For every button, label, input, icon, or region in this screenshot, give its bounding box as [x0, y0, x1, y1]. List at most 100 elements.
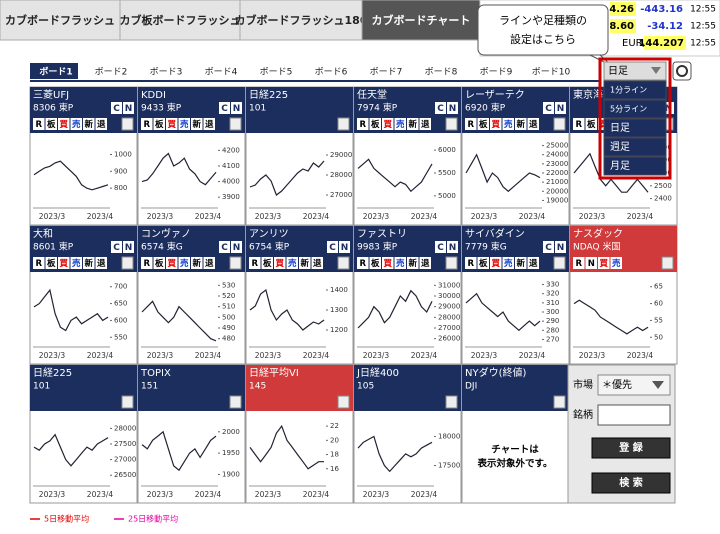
trade-button[interactable]: [153, 257, 166, 269]
delete-icon[interactable]: [661, 256, 674, 270]
flag[interactable]: C: [221, 104, 228, 114]
trade-button[interactable]: [502, 118, 515, 130]
trade-button-label[interactable]: 新: [192, 119, 201, 130]
trade-button[interactable]: [465, 257, 477, 269]
trade-button[interactable]: [573, 257, 585, 269]
flag-box[interactable]: [231, 241, 242, 253]
trade-button[interactable]: [274, 257, 286, 269]
trade-button-label[interactable]: R: [575, 259, 582, 269]
delete-icon[interactable]: [553, 256, 566, 270]
delete-icon[interactable]: [229, 256, 242, 270]
flag[interactable]: N: [233, 243, 241, 253]
delete-icon[interactable]: [445, 117, 458, 131]
board-tab[interactable]: ボード5: [260, 67, 293, 78]
flag[interactable]: C: [113, 104, 120, 114]
trade-button[interactable]: [249, 257, 261, 269]
flag-box[interactable]: [435, 102, 446, 114]
tab-label[interactable]: カブボードチャート: [372, 13, 471, 27]
trade-button-label[interactable]: R: [575, 120, 582, 130]
trade-button[interactable]: [515, 118, 527, 130]
trade-button[interactable]: [261, 257, 274, 269]
flag[interactable]: C: [437, 104, 444, 114]
trade-button[interactable]: [178, 118, 191, 130]
trade-button-label[interactable]: 板: [47, 119, 56, 130]
delete-icon[interactable]: [121, 117, 134, 131]
flag[interactable]: N: [449, 243, 457, 253]
trade-button-label[interactable]: 売: [503, 119, 513, 130]
trade-button-label[interactable]: 売: [503, 258, 513, 269]
trade-button-label[interactable]: 売: [395, 258, 405, 269]
trade-button-label[interactable]: R: [143, 259, 150, 269]
trade-button-label[interactable]: 板: [371, 119, 380, 130]
tab[interactable]: [361, 0, 481, 41]
flag-box[interactable]: [555, 102, 566, 114]
trade-button[interactable]: [419, 118, 432, 130]
trade-button[interactable]: [286, 257, 299, 269]
flag-box[interactable]: [231, 102, 242, 114]
trade-button[interactable]: [490, 257, 502, 269]
trade-button-label[interactable]: 退: [97, 258, 106, 269]
stock-name[interactable]: 大和: [33, 227, 53, 240]
trade-button-label[interactable]: R: [467, 120, 474, 130]
dropdown-option[interactable]: [603, 80, 667, 100]
stock-name[interactable]: コンヴァノ: [141, 227, 191, 240]
trade-button[interactable]: [191, 257, 203, 269]
trade-button-label[interactable]: 新: [408, 119, 417, 130]
tab-label[interactable]: カブボードフラッシュ180: [235, 13, 368, 27]
trade-button-label[interactable]: 退: [529, 258, 538, 269]
trade-button-label[interactable]: 退: [421, 258, 430, 269]
flag-box[interactable]: [555, 241, 566, 253]
delete-icon[interactable]: [337, 256, 350, 270]
stock-name[interactable]: 日経225: [33, 366, 72, 379]
trade-button[interactable]: [527, 118, 540, 130]
trade-button-label[interactable]: 新: [300, 258, 309, 269]
flag[interactable]: C: [545, 104, 552, 114]
trade-button[interactable]: [477, 257, 490, 269]
stock-name[interactable]: アンリツ: [249, 229, 289, 240]
trade-button[interactable]: [477, 118, 490, 130]
trade-button-label[interactable]: 退: [529, 119, 538, 130]
delete-icon[interactable]: [121, 256, 134, 270]
trade-button-label[interactable]: 板: [371, 258, 380, 269]
trade-button-label[interactable]: 買: [167, 258, 176, 269]
trade-button[interactable]: [382, 257, 394, 269]
delete-icon[interactable]: [445, 395, 458, 409]
trade-button-label[interactable]: 買: [275, 258, 284, 269]
trade-button-label[interactable]: 退: [205, 258, 214, 269]
trade-button-label[interactable]: 売: [71, 119, 81, 130]
trade-button[interactable]: [610, 257, 623, 269]
stock-name[interactable]: 任天堂: [357, 88, 387, 101]
delete-icon[interactable]: [445, 256, 458, 270]
trade-button[interactable]: [502, 257, 515, 269]
tab[interactable]: [119, 0, 241, 41]
stock-name[interactable]: サイバダイン: [465, 227, 525, 240]
delete-icon[interactable]: [229, 395, 242, 409]
board-tab[interactable]: ボード3: [150, 67, 183, 78]
stock-name[interactable]: 三菱UFJ: [33, 89, 69, 101]
board-tab[interactable]: ボード4: [205, 67, 238, 78]
trade-button[interactable]: [382, 118, 394, 130]
trade-button[interactable]: [70, 118, 83, 130]
trade-button[interactable]: [585, 118, 598, 130]
trade-button-label[interactable]: 買: [59, 258, 68, 269]
trade-button-label[interactable]: 新: [516, 119, 525, 130]
trade-button[interactable]: [299, 257, 311, 269]
stock-name[interactable]: 日経225: [249, 88, 288, 101]
stock-name[interactable]: TOPIX: [140, 368, 171, 379]
stock-name[interactable]: KDDI: [141, 90, 166, 101]
dropdown-option-label[interactable]: 月足: [610, 160, 630, 172]
flag[interactable]: C: [329, 243, 336, 253]
stock-name[interactable]: ナスダック: [573, 227, 623, 240]
trade-button[interactable]: [166, 118, 178, 130]
dropdown[interactable]: [603, 61, 667, 81]
trade-button-label[interactable]: 売: [179, 119, 189, 130]
register-button[interactable]: [591, 437, 671, 459]
flag-box[interactable]: [111, 241, 122, 253]
trade-button-label[interactable]: R: [143, 120, 150, 130]
trade-button[interactable]: [33, 257, 45, 269]
trade-button[interactable]: [166, 257, 178, 269]
trade-button-label[interactable]: 新: [516, 258, 525, 269]
trade-button-label[interactable]: 買: [491, 119, 500, 130]
trade-button-label[interactable]: 買: [491, 258, 500, 269]
flag[interactable]: N: [449, 104, 457, 114]
